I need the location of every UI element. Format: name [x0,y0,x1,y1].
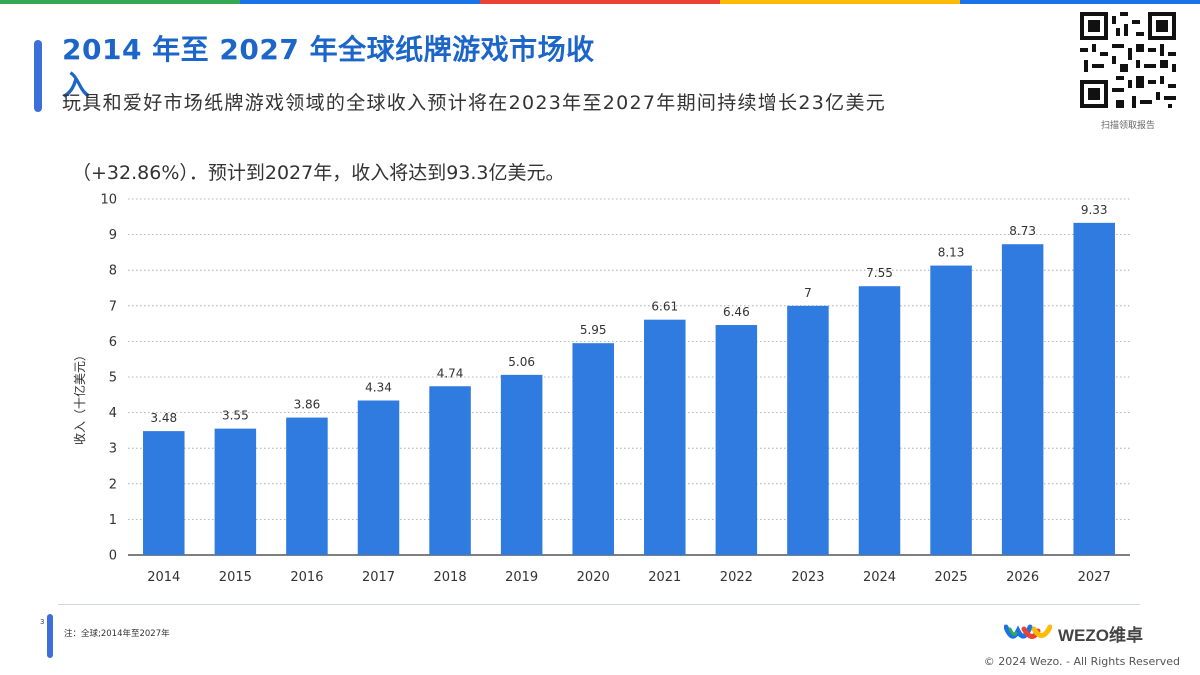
page-number: 3 [40,618,45,626]
x-tick-label: 2025 [935,570,968,585]
qr-code-label: 扫描领取报告 [1100,121,1155,131]
y-tick-label: 9 [109,228,117,243]
x-tick-label: 2016 [290,570,323,585]
top-bar-segment-yellow [720,0,960,4]
data-label-2027: 9.33 [1081,203,1108,217]
chart-x-ticks: 2014 2015 2016 2017 2018 2019 2020 2021 2022 2023… [147,570,1111,585]
y-tick-label: 10 [100,193,117,208]
footer-accent-bar [47,614,53,658]
bar-2021 [644,319,686,555]
x-tick-label: 2017 [362,570,395,585]
x-tick-label: 2015 [219,570,252,585]
y-tick-label: 5 [109,371,117,386]
x-tick-label: 2026 [1006,570,1039,585]
y-tick-label: 8 [109,264,117,279]
bar-2018 [429,386,471,555]
data-label-2020: 5.95 [580,323,607,337]
top-color-bar [0,0,1200,4]
x-tick-label: 2024 [863,570,896,585]
top-bar-segment-red [480,0,720,4]
wezo-logo-icon [1004,624,1052,639]
bar-2019 [500,374,543,555]
x-tick-label: 2022 [720,570,753,585]
y-tick-label: 7 [109,299,117,314]
data-label-2019: 5.06 [508,355,535,369]
bar-2023 [787,305,829,555]
data-label-2024: 7.55 [866,266,893,280]
data-label-2025: 8.13 [938,246,965,260]
y-tick-label: 3 [109,442,117,457]
chart-data-labels: 3.48 3.55 3.86 4.34 4.74 5.06 5.95 6.61 6.46 7 7.5… [150,203,1107,425]
data-label-2017: 4.34 [365,380,392,394]
y-tick-label: 4 [109,406,117,421]
y-tick-label: 6 [109,335,117,350]
data-label-2014: 3.48 [150,411,177,425]
bar-2027 [1073,222,1115,556]
bar-2026 [1001,244,1044,555]
bar-2014 [143,431,185,555]
data-label-2018: 4.74 [437,366,464,380]
data-label-2015: 3.55 [222,409,249,423]
data-label-2026: 8.73 [1009,224,1036,238]
x-tick-label: 2021 [648,570,681,585]
y-axis-label: 收入（十亿美元） [72,349,87,445]
y-tick-label: 1 [109,513,117,528]
bar-2015 [214,428,257,555]
x-tick-label: 2023 [791,570,824,585]
y-tick-label: 2 [109,477,117,492]
page-subtitle: 玩具和爱好市场纸牌游戏领域的全球收入预计将在2023年至2027年期间持续增长2… [62,92,887,114]
bar-2024 [858,286,901,555]
chart-bars [143,222,1115,556]
top-bar-segment-blue-2 [960,0,1200,4]
bar-2020 [572,343,614,555]
page-title: 2014 年至 2027 年全球纸牌游戏市场收入 [62,33,595,102]
data-label-2023: 7 [804,286,812,300]
x-tick-label: 2020 [577,570,610,585]
x-tick-label: 2014 [147,570,180,585]
data-label-2021: 6.61 [651,300,678,314]
footer-divider [58,604,1140,605]
copyright-text: © 2024 Wezo. - All Rights Reserved [983,655,1180,668]
x-tick-label: 2019 [505,570,538,585]
logo-text: WEZO维卓 [1058,625,1143,645]
title-accent-bar [34,40,42,112]
chart-gridlines [128,198,1130,556]
page-subtitle-continued: （+32.86%）．预计到2027年，收入将达到93.3亿美元。 [72,162,565,184]
y-tick-label: 0 [109,549,117,564]
brand-logo: WEZO维卓 [1004,620,1143,646]
top-bar-segment-green [0,0,240,4]
bar-2017 [357,400,400,555]
bar-chart: 0 1 2 3 4 5 6 7 8 9 10 3.48 3.55 3.86 4.34 4.74 5.06 5.9… [72,193,1130,585]
top-bar-segment-blue [240,0,480,4]
data-label-2022: 6.46 [723,305,750,319]
x-tick-label: 2018 [434,570,467,585]
bar-2022 [715,325,758,555]
qr-code-icon[interactable] [1080,12,1176,108]
x-tick-label: 2027 [1078,570,1111,585]
bar-2016 [286,417,328,555]
chart-y-ticks: 0 1 2 3 4 5 6 7 8 9 10 [100,193,117,564]
data-label-2016: 3.86 [294,398,321,412]
bar-2025 [930,265,972,555]
chart-footnote: 注：全球;2014年至2027年 [64,629,170,639]
